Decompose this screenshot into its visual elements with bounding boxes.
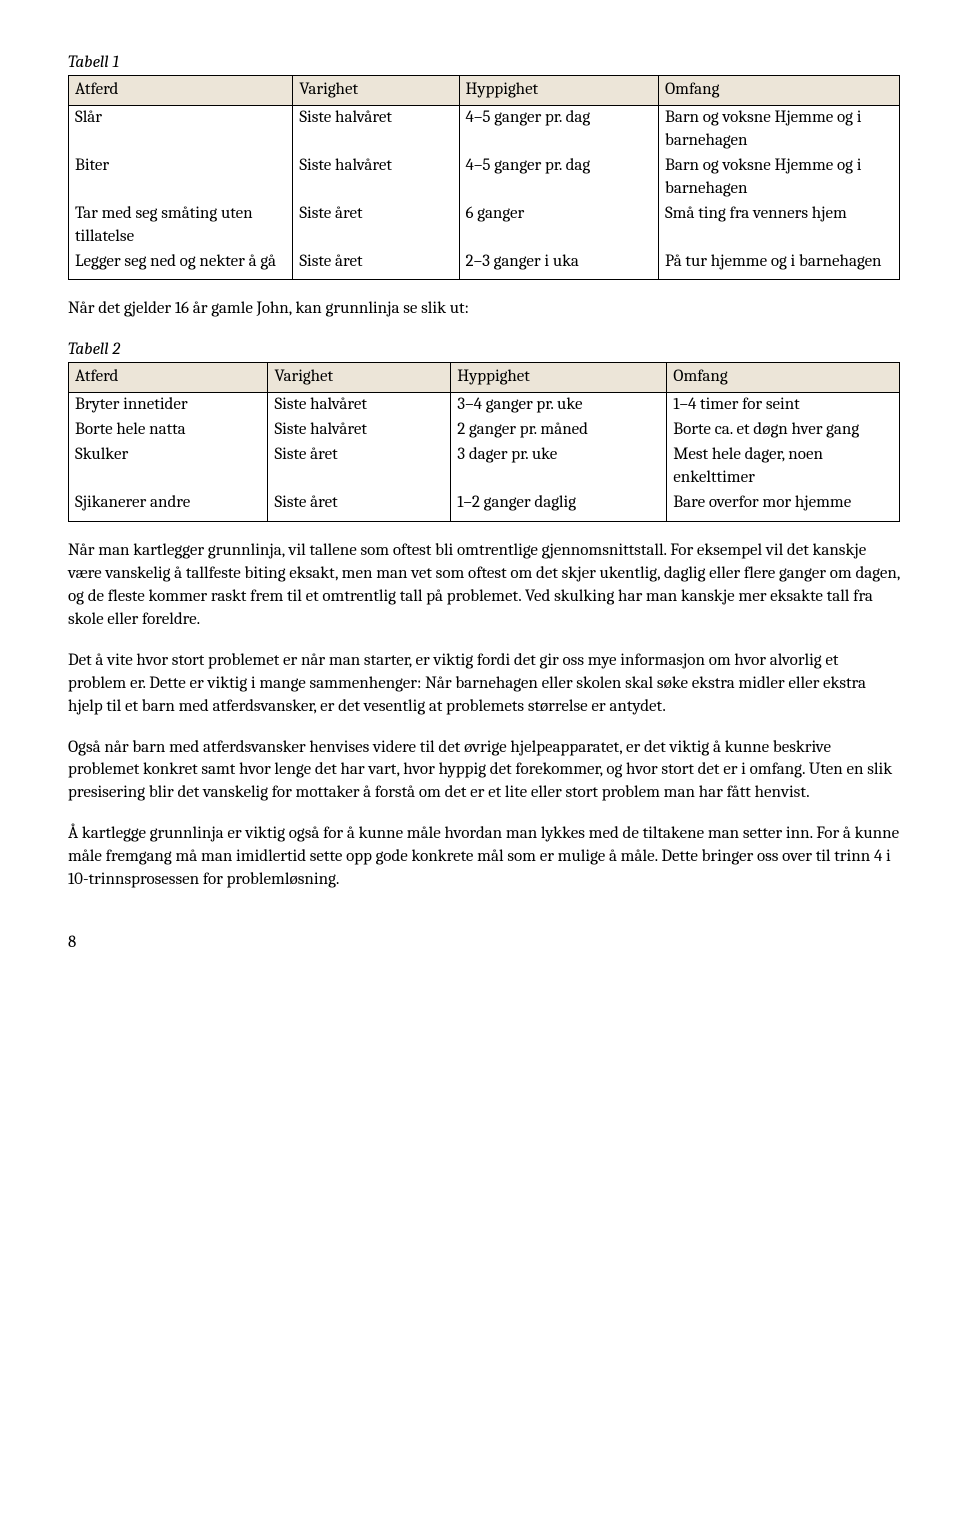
cell: Legger seg ned og nekter å gå bbox=[69, 250, 293, 280]
cell: Sjikanerer andre bbox=[69, 491, 268, 521]
table1: Atferd Varighet Hyppighet Omfang Slår Si… bbox=[68, 75, 900, 281]
cell: 4–5 ganger pr. dag bbox=[459, 154, 658, 202]
table-row: Bryter innetider Siste halvåret 3–4 gang… bbox=[69, 393, 900, 418]
cell: 2 ganger pr. måned bbox=[451, 418, 667, 443]
table-row: Borte hele natta Siste halvåret 2 ganger… bbox=[69, 418, 900, 443]
table-row: Sjikanerer andre Siste året 1–2 ganger d… bbox=[69, 491, 900, 521]
table1-caption: Tabell 1 bbox=[68, 52, 900, 75]
cell: Siste året bbox=[293, 202, 459, 250]
cell: På tur hjemme og i barnehagen bbox=[658, 250, 899, 280]
cell: 2–3 ganger i uka bbox=[459, 250, 658, 280]
cell: Bare overfor mor hjemme bbox=[667, 491, 900, 521]
page-number: 8 bbox=[68, 932, 900, 955]
table2-h4: Omfang bbox=[667, 363, 900, 393]
mid-paragraph: Når det gjelder 16 år gamle John, kan gr… bbox=[68, 298, 900, 321]
cell: Borte hele natta bbox=[69, 418, 268, 443]
table1-h4: Omfang bbox=[658, 75, 899, 105]
cell: Biter bbox=[69, 154, 293, 202]
table-row: Tar med seg småting uten tillatelse Sist… bbox=[69, 202, 900, 250]
table1-h3: Hyppighet bbox=[459, 75, 658, 105]
table-row: Skulker Siste året 3 dager pr. uke Mest … bbox=[69, 443, 900, 491]
paragraph-1: Når man kartlegger grunnlinja, vil talle… bbox=[68, 540, 900, 632]
table2-header-row: Atferd Varighet Hyppighet Omfang bbox=[69, 363, 900, 393]
cell: 3 dager pr. uke bbox=[451, 443, 667, 491]
cell: 4–5 ganger pr. dag bbox=[459, 105, 658, 153]
paragraph-4: Å kartlegge grunnlinja er viktig også fo… bbox=[68, 823, 900, 892]
cell: Siste halvåret bbox=[268, 393, 451, 418]
cell: Barn og voksne Hjemme og i barnehagen bbox=[658, 154, 899, 202]
table2-caption: Tabell 2 bbox=[68, 339, 900, 362]
table-row: Slår Siste halvåret 4–5 ganger pr. dag B… bbox=[69, 105, 900, 153]
table1-h2: Varighet bbox=[293, 75, 459, 105]
cell: Skulker bbox=[69, 443, 268, 491]
table-row: Biter Siste halvåret 4–5 ganger pr. dag … bbox=[69, 154, 900, 202]
cell: 3–4 ganger pr. uke bbox=[451, 393, 667, 418]
table1-header-row: Atferd Varighet Hyppighet Omfang bbox=[69, 75, 900, 105]
cell: 1–2 ganger daglig bbox=[451, 491, 667, 521]
cell: Barn og voksne Hjemme og i barnehagen bbox=[658, 105, 899, 153]
table2: Atferd Varighet Hyppighet Omfang Bryter … bbox=[68, 362, 900, 522]
cell: Siste året bbox=[268, 443, 451, 491]
cell: Siste halvåret bbox=[293, 154, 459, 202]
cell: Siste året bbox=[293, 250, 459, 280]
cell: Bryter innetider bbox=[69, 393, 268, 418]
cell: Tar med seg småting uten tillatelse bbox=[69, 202, 293, 250]
cell: Siste året bbox=[268, 491, 451, 521]
paragraph-2: Det å vite hvor stort problemet er når m… bbox=[68, 650, 900, 719]
cell: 6 ganger bbox=[459, 202, 658, 250]
table2-h2: Varighet bbox=[268, 363, 451, 393]
cell: Mest hele dager, noen enkelttimer bbox=[667, 443, 900, 491]
cell: Borte ca. et døgn hver gang bbox=[667, 418, 900, 443]
table2-h1: Atferd bbox=[69, 363, 268, 393]
table-row: Legger seg ned og nekter å gå Siste året… bbox=[69, 250, 900, 280]
cell: Små ting fra venners hjem bbox=[658, 202, 899, 250]
table1-h1: Atferd bbox=[69, 75, 293, 105]
cell: 1–4 timer for seint bbox=[667, 393, 900, 418]
table2-h3: Hyppighet bbox=[451, 363, 667, 393]
cell: Siste halvåret bbox=[293, 105, 459, 153]
cell: Slår bbox=[69, 105, 293, 153]
paragraph-3: Også når barn med atferdsvansker henvise… bbox=[68, 737, 900, 806]
cell: Siste halvåret bbox=[268, 418, 451, 443]
